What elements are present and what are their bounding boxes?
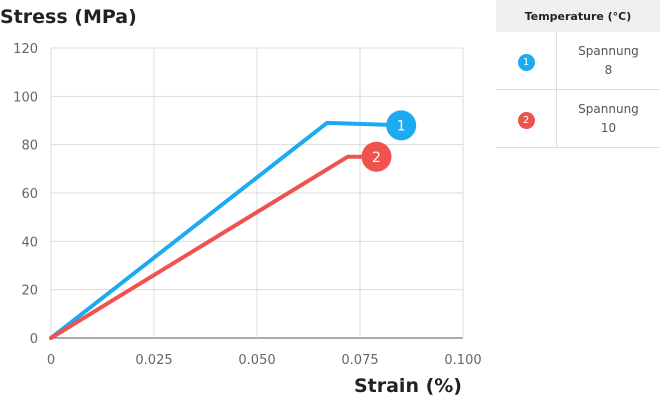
legend-row[interactable]: 2 Spannung 10 — [496, 89, 660, 148]
end-markers: 12 — [361, 110, 417, 172]
series-line-2 — [49, 154, 379, 340]
end-marker-circle — [361, 141, 392, 172]
x-tick-labels: 0 0.025 0.050 0.075 0.100 — [47, 353, 482, 368]
legend-row[interactable]: 1 Spannung 8 — [496, 32, 660, 90]
end-marker-label: 1 — [397, 118, 406, 134]
series-end-marker-2: 2 — [361, 141, 392, 172]
y-tick-label: 100 — [13, 90, 38, 105]
y-tick-label: 20 — [21, 284, 38, 299]
series-line-1 — [49, 120, 404, 340]
y-tick-label: 120 — [13, 42, 38, 57]
legend-series-temperature: 10 — [600, 120, 617, 135]
legend-marker-1: 1 — [517, 54, 535, 71]
legend-series-name: Spannung — [578, 43, 639, 58]
x-tick-label: 0.075 — [341, 353, 378, 368]
y-tick-label: 60 — [21, 187, 38, 202]
x-axis-label: Strain (%) — [353, 375, 462, 397]
series-lines — [49, 120, 404, 340]
legend-title: Temperature (°C) — [496, 0, 660, 32]
x-tick-label: 0.050 — [238, 353, 275, 368]
x-tick-label: 0 — [47, 353, 55, 368]
end-marker-label: 2 — [372, 150, 381, 166]
legend-marker-2: 2 — [517, 112, 535, 129]
legend-series-temperature: 8 — [604, 62, 613, 77]
x-tick-label: 0.025 — [135, 353, 172, 368]
y-axis-label: Stress (MPa) — [0, 6, 137, 28]
legend: Temperature (°C) 1 Spannung 8 2 Spannung… — [496, 0, 660, 148]
y-tick-label: 80 — [21, 139, 38, 154]
y-tick-label: 0 — [30, 332, 38, 347]
legend-series-name: Spannung — [578, 101, 639, 116]
end-marker-circle — [386, 110, 417, 141]
y-tick-labels: 0 20 40 60 80 100 120 — [13, 42, 38, 347]
x-tick-label: 0.100 — [444, 353, 481, 368]
series-end-marker-1: 1 — [386, 110, 417, 141]
y-tick-label: 40 — [21, 235, 38, 250]
grid-lines — [50, 47, 464, 339]
